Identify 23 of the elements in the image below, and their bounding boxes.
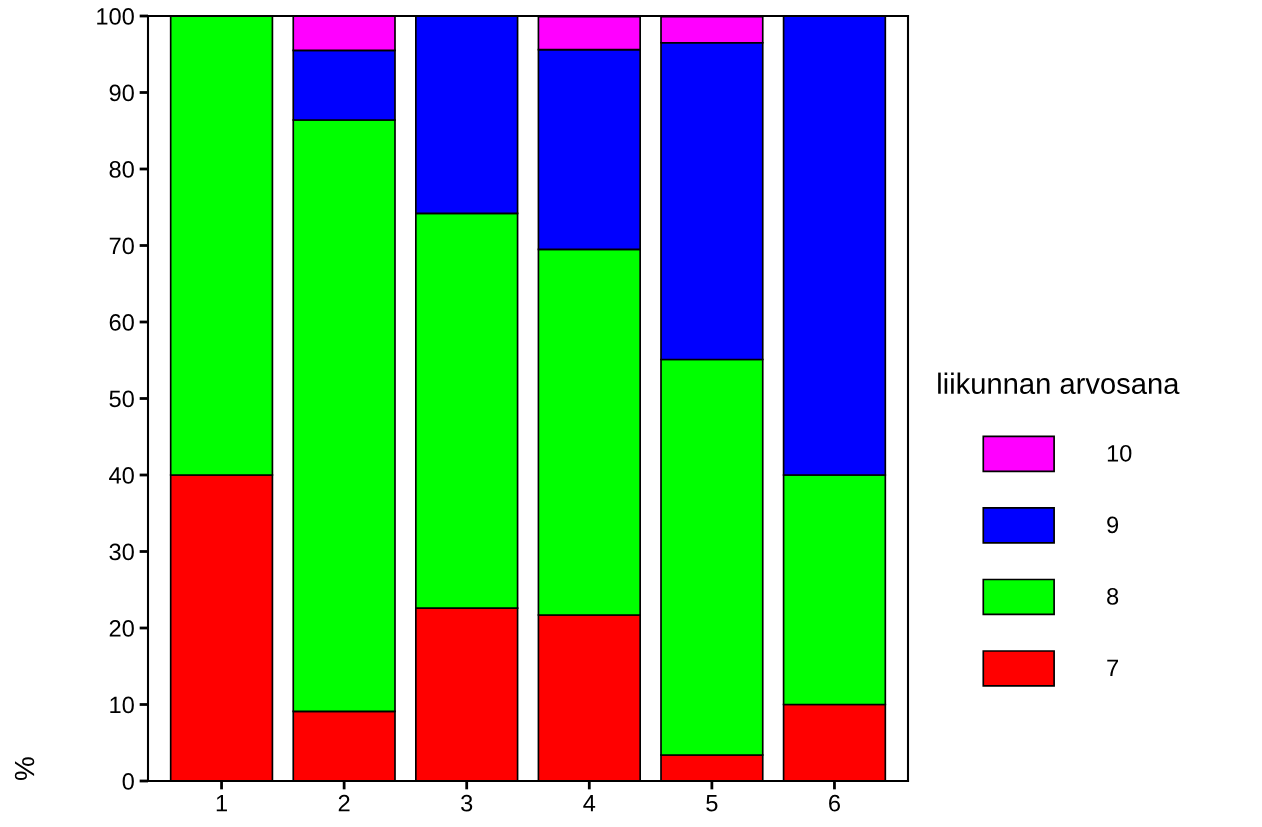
y-tick-label: 100 [97,8,134,25]
y-tick-label: 10 [110,696,134,714]
x-tick-label: 6 [829,794,840,812]
x-tick-label: 4 [583,795,596,812]
y-tick-label: 30 [109,543,134,561]
y-tick-label: 40 [109,467,134,484]
y-tick-label: 90 [109,84,134,102]
x-tick-label: 2 [338,794,350,812]
y-tick-label: 0 [122,773,134,790]
legend-label: 7 [1107,659,1118,677]
y-tick-label: 60 [109,314,134,331]
y-axis-title: % [14,757,35,781]
legend-label: 8 [1107,588,1119,605]
legend-label: 9 [1107,516,1119,534]
y-tick-label: 70 [109,237,134,255]
legend-title: liikunnan arvosana [938,372,1180,395]
x-tick-label: 3 [461,794,473,812]
y-tick-label: 80 [109,161,134,178]
y-tick-label: 50 [109,390,134,408]
x-tick-label: 5 [706,795,718,812]
y-tick-label: 20 [109,620,134,637]
x-tick-label: 1 [216,795,227,812]
legend-label: 10 [1107,444,1132,462]
